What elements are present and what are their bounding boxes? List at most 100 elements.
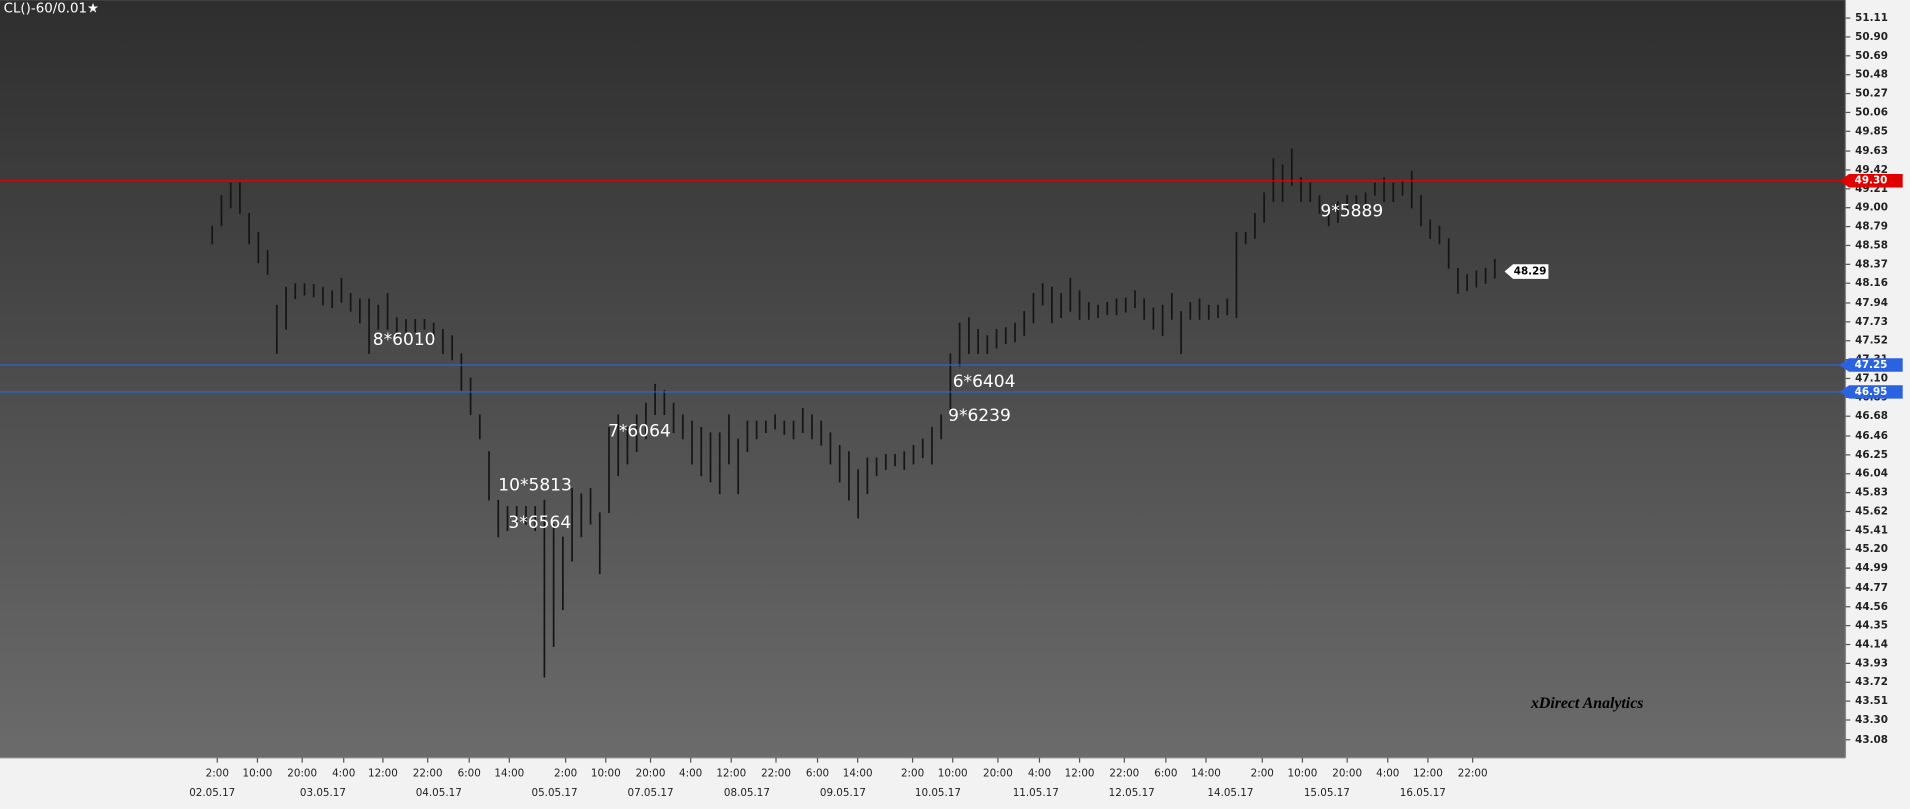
y-tick-label: 44.35 [1855,620,1888,632]
x-tick-label: 10:00 [591,768,621,780]
date-tick-label: 08.05.17 [724,787,770,799]
trade-annotation: 6*6404 [953,372,1016,392]
date-tick-label: 07.05.17 [627,787,673,799]
last-price-label: 48.29 [1514,266,1547,278]
trade-annotation: 3*6564 [508,513,571,533]
x-tick-label: 10:00 [1288,768,1318,780]
x-tick-label: 10:00 [243,768,273,780]
y-tick-label: 48.37 [1855,258,1888,270]
x-tick-label: 2:00 [901,768,924,780]
y-tick-label: 50.48 [1855,69,1888,81]
x-axis-panel [0,757,1846,809]
y-tick-label: 46.25 [1855,449,1888,461]
y-tick-label: 48.79 [1855,221,1888,233]
x-tick-label: 6:00 [1154,768,1177,780]
watermark: xDirect Analytics [1530,695,1643,712]
date-tick-label: 02.05.17 [189,787,235,799]
level-label: 49.30 [1855,175,1888,187]
level-label: 46.95 [1855,386,1888,398]
y-tick-label: 47.52 [1855,335,1888,347]
x-tick-label: 6:00 [458,768,481,780]
y-tick-label: 44.56 [1855,601,1888,613]
y-tick-label: 49.00 [1855,202,1888,214]
y-tick-label: 49.42 [1855,164,1888,176]
y-tick-label: 47.73 [1855,316,1888,328]
x-tick-label: 2:00 [206,768,229,780]
x-tick-label: 10:00 [938,768,968,780]
date-tick-label: 10.05.17 [915,787,961,799]
y-tick-label: 51.11 [1855,12,1888,24]
trade-annotation: 8*6010 [373,330,436,350]
y-tick-label: 45.62 [1855,505,1888,517]
y-tick-label: 49.21 [1855,183,1888,195]
y-tick-label: 50.90 [1855,31,1888,43]
x-tick-label: 20:00 [287,768,317,780]
date-tick-label: 16.05.17 [1400,787,1446,799]
y-tick-label: 44.14 [1855,639,1888,651]
y-tick-label: 49.85 [1855,125,1888,137]
x-tick-label: 14:00 [494,768,524,780]
x-tick-label: 12:00 [368,768,398,780]
y-tick-label: 47.10 [1855,372,1888,384]
x-tick-label: 20:00 [983,768,1013,780]
x-tick-label: 4:00 [1376,768,1399,780]
level-label: 47.25 [1855,359,1888,371]
x-tick-label: 22:00 [761,768,791,780]
y-tick-label: 46.68 [1855,410,1888,422]
y-tick-label: 50.27 [1855,88,1888,100]
date-tick-label: 05.05.17 [532,787,578,799]
x-tick-label: 12:00 [1065,768,1095,780]
y-tick-label: 43.30 [1855,714,1888,726]
x-tick-label: 4:00 [679,768,702,780]
y-tick-label: 46.04 [1855,468,1888,480]
y-tick-label: 46.46 [1855,430,1888,442]
trade-annotation: 9*6239 [948,406,1011,426]
x-tick-label: 12:00 [716,768,746,780]
y-tick-label: 45.20 [1855,543,1888,555]
y-tick-label: 47.94 [1855,297,1888,309]
date-tick-label: 09.05.17 [820,787,866,799]
date-tick-label: 12.05.17 [1109,787,1155,799]
x-tick-label: 12:00 [1413,768,1443,780]
y-tick-label: 50.69 [1855,50,1888,62]
x-tick-label: 4:00 [332,768,355,780]
level-tag [1839,174,1903,188]
trade-annotation: 9*5889 [1320,201,1383,221]
level-tag [1839,358,1903,372]
y-axis-panel [1845,0,1910,809]
y-tick-label: 44.77 [1855,582,1888,594]
x-tick-label: 22:00 [413,768,443,780]
date-tick-label: 04.05.17 [416,787,462,799]
trade-annotation: 10*5813 [498,475,572,495]
y-tick-label: 45.41 [1855,524,1888,536]
y-tick-label: 48.58 [1855,239,1888,251]
date-tick-label: 15.05.17 [1304,787,1350,799]
y-tick-label: 43.72 [1855,676,1888,688]
y-tick-label: 50.06 [1855,106,1888,118]
x-tick-label: 6:00 [806,768,829,780]
date-tick-label: 03.05.17 [300,787,346,799]
y-tick-label: 44.99 [1855,562,1888,574]
x-tick-label: 2:00 [1251,768,1274,780]
plot-background [0,0,1846,758]
x-tick-label: 20:00 [1332,768,1362,780]
x-tick-label: 2:00 [554,768,577,780]
x-tick-label: 14:00 [1191,768,1221,780]
y-tick-label: 48.16 [1855,277,1888,289]
chart-title: CL()-60/0.01★ [4,2,99,17]
y-tick-label: 43.08 [1855,734,1888,746]
y-tick-label: 43.51 [1855,695,1888,707]
trade-annotation: 7*6064 [608,421,671,441]
x-tick-label: 22:00 [1109,768,1139,780]
last-price-tag [1504,264,1549,279]
x-tick-label: 20:00 [636,768,666,780]
x-tick-label: 14:00 [843,768,873,780]
date-tick-label: 11.05.17 [1013,787,1059,799]
y-tick-label: 49.63 [1855,145,1888,157]
level-tag [1839,385,1903,399]
y-tick-label: 45.83 [1855,487,1888,499]
x-tick-label: 4:00 [1028,768,1051,780]
x-tick-label: 22:00 [1458,768,1488,780]
date-tick-label: 14.05.17 [1207,787,1253,799]
